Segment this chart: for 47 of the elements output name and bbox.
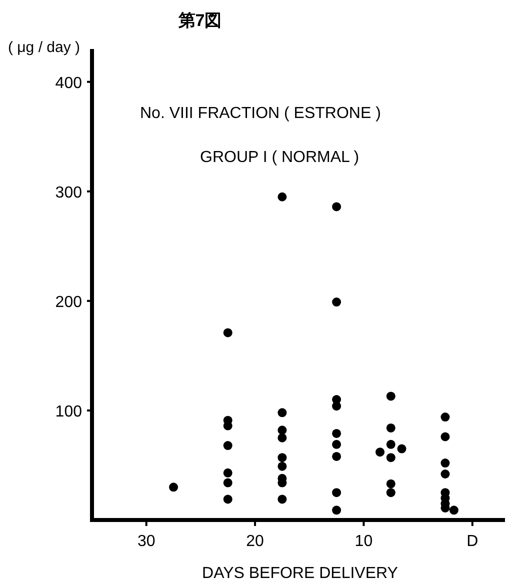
point xyxy=(440,412,450,422)
point xyxy=(376,448,385,457)
point xyxy=(332,506,342,515)
y-tick-label: 200 xyxy=(55,294,82,311)
point xyxy=(223,494,232,504)
point xyxy=(386,392,396,401)
point xyxy=(278,426,287,435)
point xyxy=(278,494,287,504)
point xyxy=(440,469,450,478)
y-tick-label: 100 xyxy=(55,403,82,420)
x-axis-title: DAYS BEFORE DELIVERY xyxy=(202,565,398,582)
point xyxy=(332,402,342,411)
point xyxy=(449,506,458,515)
annotation: GROUP I ( NORMAL ) xyxy=(200,149,360,166)
point xyxy=(397,444,406,454)
point xyxy=(332,298,342,307)
point xyxy=(332,452,342,461)
point xyxy=(223,441,232,450)
x-tick-label: 30 xyxy=(137,533,156,550)
point xyxy=(278,453,287,462)
y-axis-title: ( μg / day ) xyxy=(8,39,80,56)
point xyxy=(386,453,396,462)
point xyxy=(386,423,396,432)
annotation: No. VIII FRACTION ( ESTRONE ) xyxy=(140,105,381,122)
point xyxy=(278,462,287,471)
y-tick-label: 400 xyxy=(55,74,82,92)
point xyxy=(278,192,287,202)
point xyxy=(332,440,342,449)
x-tick-label: 20 xyxy=(246,533,264,550)
point xyxy=(440,458,450,468)
y-tick-label: 300 xyxy=(55,184,82,202)
point xyxy=(386,440,396,449)
point xyxy=(169,482,178,492)
point xyxy=(386,479,396,488)
point xyxy=(278,433,287,442)
point xyxy=(223,468,232,478)
point xyxy=(332,428,342,438)
x-tick-label: D xyxy=(466,533,478,550)
point xyxy=(386,488,396,498)
point xyxy=(332,202,342,212)
x-tick-label: 10 xyxy=(354,533,373,550)
point xyxy=(278,408,287,418)
chart-title: 第7図 xyxy=(177,11,222,30)
point xyxy=(223,478,232,488)
point xyxy=(440,432,450,442)
point xyxy=(332,488,342,498)
point xyxy=(223,328,232,338)
